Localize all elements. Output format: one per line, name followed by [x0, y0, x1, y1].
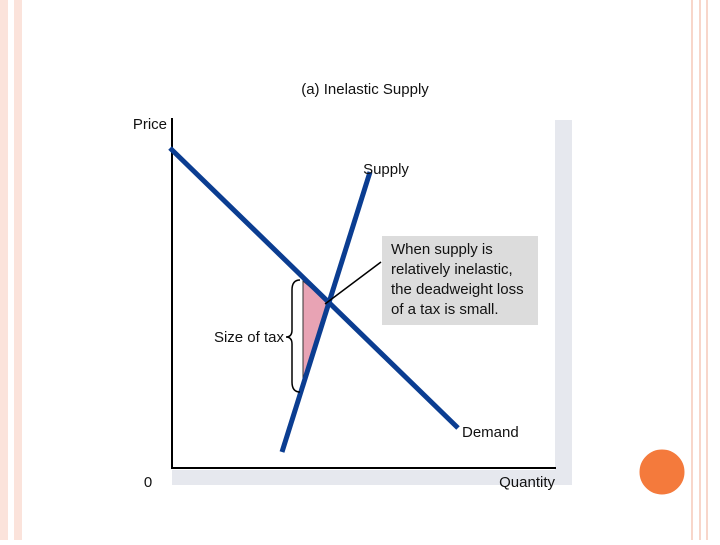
- tax-brace: [285, 279, 301, 393]
- callout-line: When supply is: [391, 241, 493, 258]
- y-axis-label: Price: [133, 116, 167, 133]
- x-axis-label: Quantity: [499, 474, 555, 491]
- callout-pointer: [324, 261, 382, 305]
- panel-shadow: [555, 120, 572, 485]
- callout-line: the deadweight loss: [391, 281, 524, 298]
- supply-curve: [279, 171, 373, 453]
- supply-label: Supply: [363, 161, 409, 178]
- callout-line: relatively inelastic,: [391, 261, 513, 278]
- title: (a) Inelastic Supply: [301, 81, 429, 98]
- origin-label: 0: [144, 474, 152, 491]
- callout-box: [382, 236, 538, 325]
- tax-label: Size of tax: [214, 329, 285, 346]
- panel-shadow: [172, 470, 572, 485]
- callout-line: of a tax is small.: [391, 301, 499, 318]
- left-border-stripe: [8, 0, 14, 540]
- orange-dot: [636, 446, 688, 498]
- demand-label: Demand: [462, 424, 519, 441]
- demand-curve: [168, 146, 460, 430]
- callout-text: When supply is relatively inelastic, the d…: [391, 241, 524, 318]
